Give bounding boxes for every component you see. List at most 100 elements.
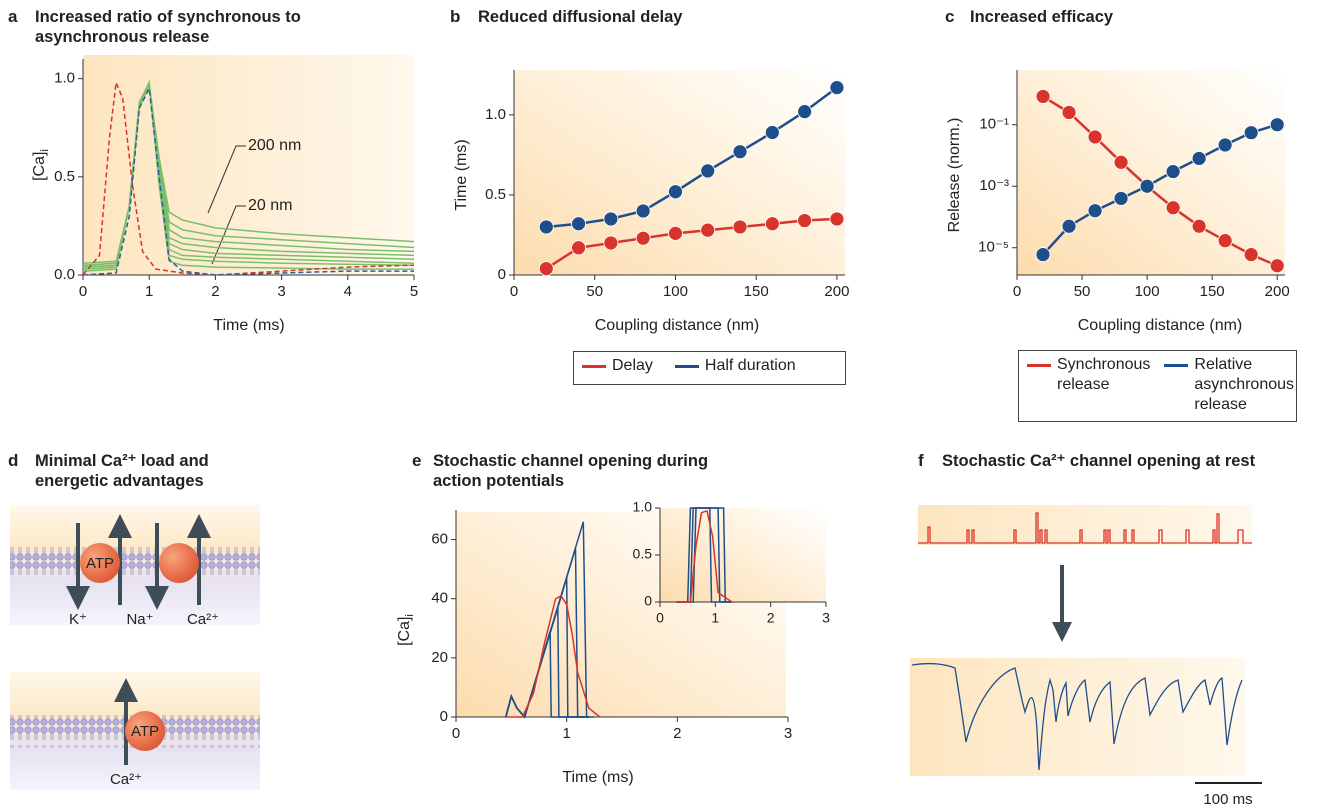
annotation-leader	[207, 145, 246, 214]
data-point	[1217, 137, 1233, 153]
fit-line	[546, 86, 838, 229]
x-tick-label: 0	[452, 725, 460, 742]
x-axis-label: Coupling distance (nm)	[595, 317, 760, 334]
data-point	[668, 225, 683, 241]
data-point	[797, 213, 813, 228]
data-point	[829, 80, 845, 96]
data-point	[1087, 203, 1103, 219]
y-axis-label: Time (ms)	[453, 139, 470, 210]
data-point	[1269, 117, 1285, 133]
x-tick-label: 100	[663, 283, 688, 300]
data-point	[571, 240, 586, 256]
legend-swatch	[582, 365, 606, 368]
panel-title: Increased efficacy	[970, 8, 1114, 26]
data-point	[1243, 125, 1259, 141]
y-axis-label-main: [Ca]	[31, 152, 48, 181]
legend-label: Delay	[612, 357, 653, 374]
data-point	[732, 219, 748, 235]
y-axis-label: [Ca]i	[31, 149, 51, 181]
data-point	[797, 104, 813, 120]
y-tick-label: 1.0	[485, 106, 506, 123]
y-axis-label: Release (norm.)	[946, 118, 963, 233]
line-series	[82, 79, 414, 272]
panel-title: Minimal Ca²⁺ load and energetic advantag…	[35, 452, 209, 490]
x-tick-label: 5	[410, 283, 418, 300]
legend-entry: Synchronous release	[1027, 355, 1150, 417]
x-tick-label: 3	[277, 283, 285, 300]
legend-entry: Relative asynchronous release	[1164, 355, 1294, 417]
panel-letter: e	[412, 451, 422, 470]
line-series	[82, 85, 414, 276]
y-axis-label-main: [Ca]	[396, 617, 413, 646]
line-series	[505, 521, 595, 719]
ion-label: Ca²⁺	[187, 611, 219, 628]
y-tick-label: 20	[431, 649, 448, 666]
y-tick-label: 0	[498, 266, 506, 283]
data-point	[1113, 154, 1129, 170]
ion-label: Ca²⁺	[110, 771, 142, 788]
panel-title: Reduced diffusional delay	[478, 8, 683, 26]
x-tick-label: 100	[1135, 283, 1160, 300]
data-point	[635, 203, 651, 219]
panel-title: Increased ratio of synchronous to asynch…	[35, 8, 301, 46]
x-tick-label: 150	[1200, 283, 1225, 300]
data-point	[1139, 178, 1155, 194]
y-tick-label: 1.0	[633, 499, 653, 515]
atp-label: ATP	[131, 723, 159, 740]
y-axis-label-subscript: i	[39, 149, 51, 151]
fit-line	[545, 217, 837, 270]
legend-swatch	[674, 365, 699, 368]
data-point	[668, 184, 683, 200]
x-axis-label: Time (ms)	[213, 317, 284, 334]
y-tick-label: 10⁻⁵	[978, 239, 1009, 256]
y-axis-label: [Ca]i	[396, 614, 416, 646]
trace-background	[910, 658, 1245, 776]
y-tick-label: 0.5	[485, 186, 506, 203]
data-point	[1269, 258, 1285, 274]
data-point	[1035, 247, 1051, 262]
panel-letter: a	[8, 7, 18, 26]
legend-label: Synchronous release	[1057, 356, 1151, 393]
membrane-diagram: ATP K⁺ Na⁺ Ca²⁺ ATP Ca²⁺	[10, 505, 260, 790]
y-tick-label: 0.0	[54, 266, 75, 283]
data-point	[1165, 164, 1181, 179]
atp-label: ATP	[86, 555, 114, 572]
y-tick-label: 40	[431, 590, 448, 607]
data-point	[829, 211, 845, 227]
data-point	[538, 219, 554, 235]
y-tick-label: 0.5	[633, 546, 653, 562]
panel-letter: b	[450, 7, 461, 26]
x-tick-label: 2	[211, 283, 219, 300]
data-point	[1165, 200, 1181, 216]
legend-label: Half duration	[704, 357, 796, 374]
line-series	[82, 79, 415, 276]
y-axis-label-main: Release (norm.)	[946, 118, 963, 233]
x-tick-label: 200	[1265, 283, 1290, 300]
data-point	[700, 222, 716, 238]
data-point	[700, 163, 716, 179]
legend-entry: Half duration	[674, 356, 796, 380]
data-point	[1191, 218, 1207, 234]
data-point	[1035, 89, 1051, 104]
data-point	[603, 211, 619, 227]
x-tick-label: 200	[824, 283, 849, 300]
x-tick-label: 50	[1074, 283, 1091, 300]
exchanger	[159, 543, 199, 583]
plot-background	[1017, 70, 1285, 275]
plot-background	[660, 508, 826, 602]
annotation-leader	[211, 205, 246, 265]
x-tick-label: 4	[344, 283, 352, 300]
rest-traces: 100 ms	[910, 505, 1262, 808]
x-tick-label: 1	[711, 610, 719, 626]
data-point	[571, 216, 586, 232]
x-tick-label: 1	[145, 283, 153, 300]
x-axis-label: Coupling distance (nm)	[1078, 317, 1243, 334]
x-tick-label: 2	[767, 610, 775, 626]
plot-background	[514, 70, 845, 275]
panel-letter: c	[945, 7, 955, 26]
legend: Delay Half duration	[573, 351, 846, 385]
y-axis-label-subscript: i	[404, 614, 416, 616]
data-point	[1061, 218, 1077, 234]
x-tick-label: 3	[784, 725, 792, 742]
